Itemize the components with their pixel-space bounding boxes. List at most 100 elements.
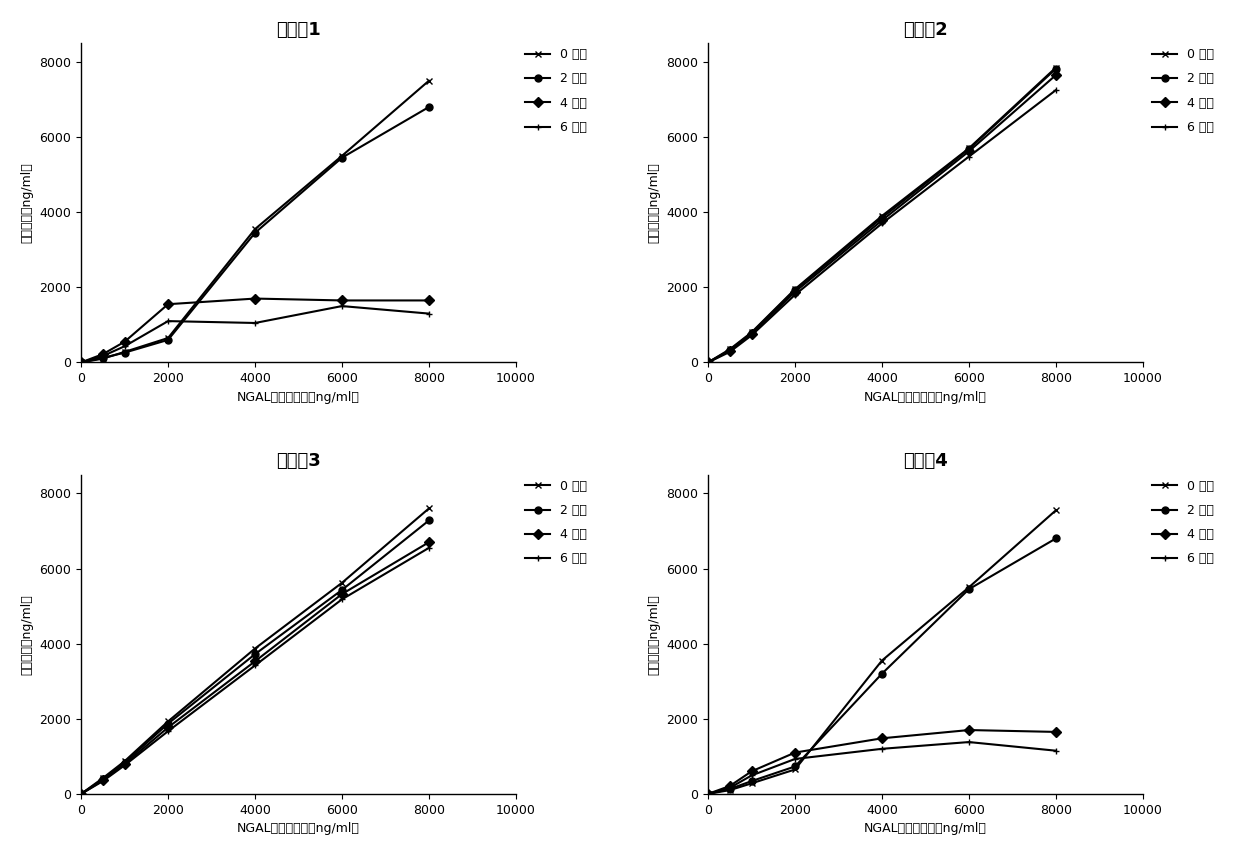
0 个月 [744,327,759,337]
6 个月 [161,316,176,326]
2 个月 [701,357,715,367]
4 个月 [335,589,350,599]
2 个月 [248,228,263,238]
Legend: 0 个月, 2 个月, 4 个月, 6 个月: 0 个月, 2 个月, 4 个月, 6 个月 [521,474,593,570]
6 个月 [744,330,759,341]
Title: 实施例2: 实施例2 [903,21,947,39]
4 个月 [701,788,715,799]
0 个月 [248,224,263,235]
Y-axis label: 检测浓度（ng/ml）: 检测浓度（ng/ml） [647,163,661,243]
Line: 0 个月: 0 个月 [704,64,1059,366]
Y-axis label: 检测浓度（ng/ml）: 检测浓度（ng/ml） [21,163,33,243]
X-axis label: NGAL标准品浓度（ng/ml）: NGAL标准品浓度（ng/ml） [237,390,360,404]
Line: 6 个月: 6 个月 [78,544,433,797]
4 个月 [701,357,715,367]
4 个月 [73,788,88,799]
4 个月 [422,537,436,547]
4 个月 [874,216,889,226]
6 个月 [335,594,350,604]
Title: 实施例3: 实施例3 [277,452,321,470]
Title: 实施例1: 实施例1 [277,21,321,39]
2 个月 [1048,63,1063,74]
2 个月 [787,761,802,771]
4 个月 [161,299,176,309]
4 个月 [161,722,176,733]
Line: 0 个月: 0 个月 [704,507,1059,797]
2 个月 [73,357,88,367]
0 个月 [248,644,263,654]
2 个月 [95,774,110,784]
2 个月 [248,649,263,659]
Line: 4 个月: 4 个月 [704,72,1059,366]
4 个月 [1048,70,1063,80]
0 个月 [161,716,176,727]
2 个月 [744,776,759,787]
0 个月 [161,333,176,343]
0 个月 [95,773,110,783]
2 个月 [335,585,350,595]
6 个月 [73,788,88,799]
6 个月 [1048,746,1063,756]
Legend: 0 个月, 2 个月, 4 个月, 6 个月: 0 个月, 2 个月, 4 个月, 6 个月 [1147,474,1219,570]
2 个月 [1048,533,1063,544]
6 个月 [874,744,889,754]
Line: 4 个月: 4 个月 [78,295,433,366]
6 个月 [95,776,110,787]
2 个月 [422,515,436,526]
0 个月 [1048,505,1063,515]
Line: 4 个月: 4 个月 [78,538,433,797]
4 个月 [874,734,889,744]
4 个月 [744,329,759,339]
6 个月 [117,342,131,352]
2 个月 [961,584,976,594]
2 个月 [744,328,759,338]
Line: 2 个月: 2 个月 [704,65,1059,366]
6 个月 [744,770,759,781]
4 个月 [422,295,436,306]
0 个月 [874,211,889,221]
0 个月 [723,344,738,354]
6 个月 [117,760,131,770]
6 个月 [422,308,436,318]
6 个月 [961,737,976,747]
0 个月 [73,788,88,799]
6 个月 [335,301,350,312]
6 个月 [787,289,802,300]
0 个月 [73,357,88,367]
4 个月 [787,747,802,758]
2 个月 [874,212,889,223]
0 个月 [117,756,131,766]
X-axis label: NGAL标准品浓度（ng/ml）: NGAL标准品浓度（ng/ml） [864,390,987,404]
4 个月 [723,346,738,356]
6 个月 [248,660,263,670]
0 个月 [787,764,802,775]
4 个月 [117,336,131,347]
2 个月 [95,353,110,363]
4 个月 [95,349,110,360]
Line: 2 个月: 2 个月 [78,104,433,366]
2 个月 [961,144,976,154]
4 个月 [744,766,759,776]
Line: 4 个月: 4 个月 [704,727,1059,797]
2 个月 [161,335,176,345]
Line: 6 个月: 6 个月 [704,86,1059,366]
4 个月 [335,295,350,306]
0 个月 [701,357,715,367]
Legend: 0 个月, 2 个月, 4 个月, 6 个月: 0 个月, 2 个月, 4 个月, 6 个月 [521,43,593,139]
6 个月 [723,782,738,793]
2 个月 [874,669,889,679]
4 个月 [248,294,263,304]
X-axis label: NGAL标准品浓度（ng/ml）: NGAL标准品浓度（ng/ml） [237,822,360,835]
2 个月 [701,788,715,799]
6 个月 [73,357,88,367]
0 个月 [335,578,350,588]
2 个月 [73,788,88,799]
Legend: 0 个月, 2 个月, 4 个月, 6 个月: 0 个月, 2 个月, 4 个月, 6 个月 [1147,43,1219,139]
4 个月 [961,146,976,157]
Line: 6 个月: 6 个月 [78,303,433,366]
6 个月 [95,351,110,361]
0 个月 [787,284,802,294]
2 个月 [335,152,350,163]
4 个月 [961,725,976,735]
6 个月 [701,357,715,367]
